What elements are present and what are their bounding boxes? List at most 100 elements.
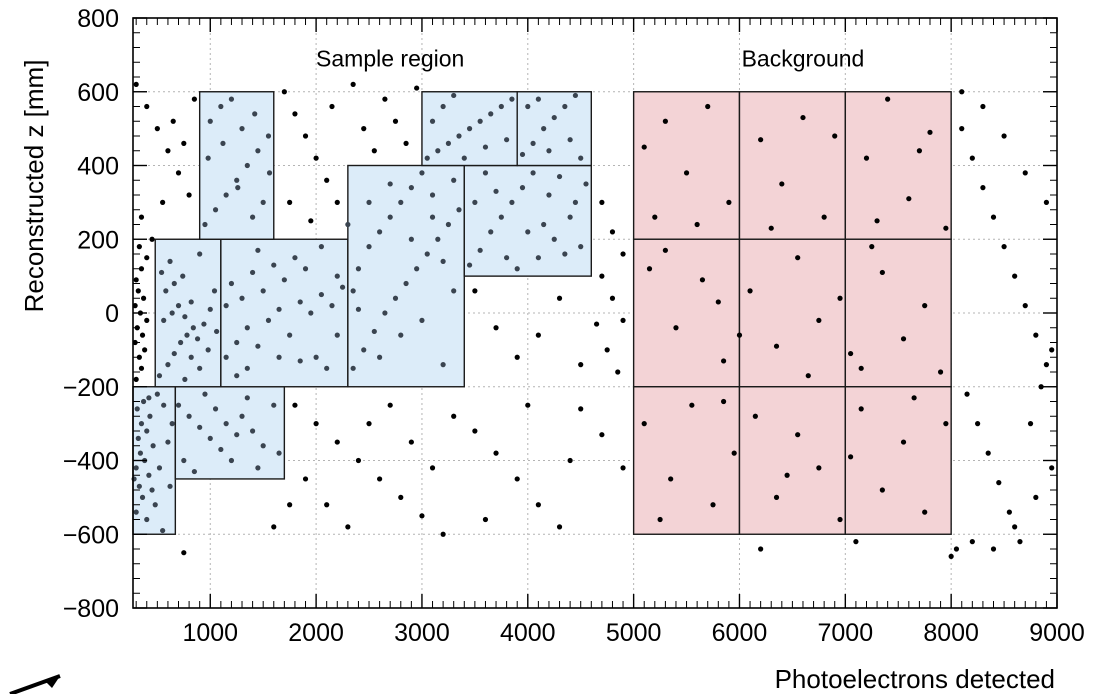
data-point: [169, 310, 175, 316]
data-point: [509, 199, 515, 205]
data-point: [435, 148, 441, 154]
data-point: [525, 103, 531, 110]
data-point: [211, 288, 218, 294]
data-point: [440, 531, 446, 537]
data-point: [165, 439, 171, 445]
data-point: [350, 81, 356, 87]
data-point: [599, 273, 605, 279]
data-point: [784, 472, 790, 478]
data-point: [504, 137, 510, 143]
data-point: [140, 398, 147, 405]
data-point: [133, 376, 139, 382]
data-point: [366, 421, 372, 427]
data-point: [334, 199, 340, 205]
data-point: [292, 111, 298, 117]
data-point: [641, 144, 647, 150]
data-point: [689, 402, 695, 408]
x-tick-label: 6000: [712, 619, 768, 647]
data-point: [726, 199, 732, 205]
data-point: [149, 236, 155, 242]
data-point: [169, 421, 175, 427]
data-point: [408, 185, 414, 191]
data-point: [869, 244, 875, 250]
data-point: [519, 185, 526, 191]
y-tick-label: −400: [63, 448, 119, 476]
data-point: [276, 354, 282, 360]
data-point: [334, 332, 340, 338]
data-point: [583, 181, 589, 187]
data-point: [1038, 384, 1044, 390]
data-point: [276, 306, 282, 312]
data-point: [281, 277, 287, 283]
data-point: [673, 325, 679, 331]
data-point: [324, 365, 330, 371]
data-point: [218, 103, 224, 110]
data-point: [181, 140, 187, 146]
data-point: [451, 288, 457, 294]
data-point: [167, 258, 173, 264]
arrow-head-icon: [44, 676, 60, 688]
data-point: [308, 218, 314, 224]
data-point: [223, 192, 229, 198]
data-point: [541, 221, 547, 228]
data-point: [302, 266, 309, 272]
data-point: [969, 155, 975, 161]
data-point: [1001, 133, 1007, 139]
data-point: [244, 395, 250, 401]
data-point: [152, 502, 158, 508]
data-point: [387, 214, 393, 220]
data-point: [419, 513, 425, 519]
data-point: [329, 103, 335, 110]
data-point: [197, 251, 203, 257]
data-point: [138, 214, 145, 220]
data-point: [202, 391, 208, 397]
x-tick-label: 2000: [288, 619, 344, 647]
data-point: [747, 288, 753, 294]
data-point: [250, 269, 256, 276]
data-point: [156, 465, 163, 471]
data-point: [138, 421, 145, 427]
data-point: [276, 450, 282, 456]
data-point: [255, 465, 261, 471]
data-point: [144, 103, 150, 110]
data-point: [752, 413, 758, 419]
data-point: [853, 539, 859, 545]
data-point: [223, 303, 229, 309]
data-point: [205, 347, 211, 353]
data-point: [572, 199, 579, 205]
data-point: [758, 137, 764, 143]
data-point: [657, 516, 663, 523]
background-bin: [632, 91, 741, 240]
data-point: [175, 303, 182, 309]
data-point: [535, 502, 541, 508]
data-point: [194, 336, 201, 342]
data-point: [488, 229, 494, 235]
sample-bin: [220, 238, 349, 388]
data-point: [244, 162, 250, 169]
data-point: [715, 299, 721, 305]
data-point: [334, 439, 340, 445]
data-point: [879, 487, 885, 493]
data-point: [207, 118, 213, 124]
data-point: [599, 432, 605, 438]
data-point: [167, 483, 173, 489]
data-point: [848, 454, 854, 460]
data-point: [350, 365, 356, 371]
data-point: [350, 288, 356, 294]
data-point: [567, 457, 573, 464]
data-point: [212, 406, 219, 412]
data-point: [156, 373, 163, 379]
data-point: [466, 262, 473, 268]
data-point: [154, 126, 160, 132]
data-point: [271, 402, 277, 408]
data-point: [361, 126, 367, 132]
data-point: [990, 214, 997, 220]
data-point: [599, 199, 605, 205]
data-point: [429, 118, 436, 124]
data-point: [451, 177, 457, 183]
data-point: [477, 247, 483, 253]
data-point: [260, 199, 266, 205]
data-point: [562, 251, 568, 257]
data-point: [795, 255, 801, 261]
